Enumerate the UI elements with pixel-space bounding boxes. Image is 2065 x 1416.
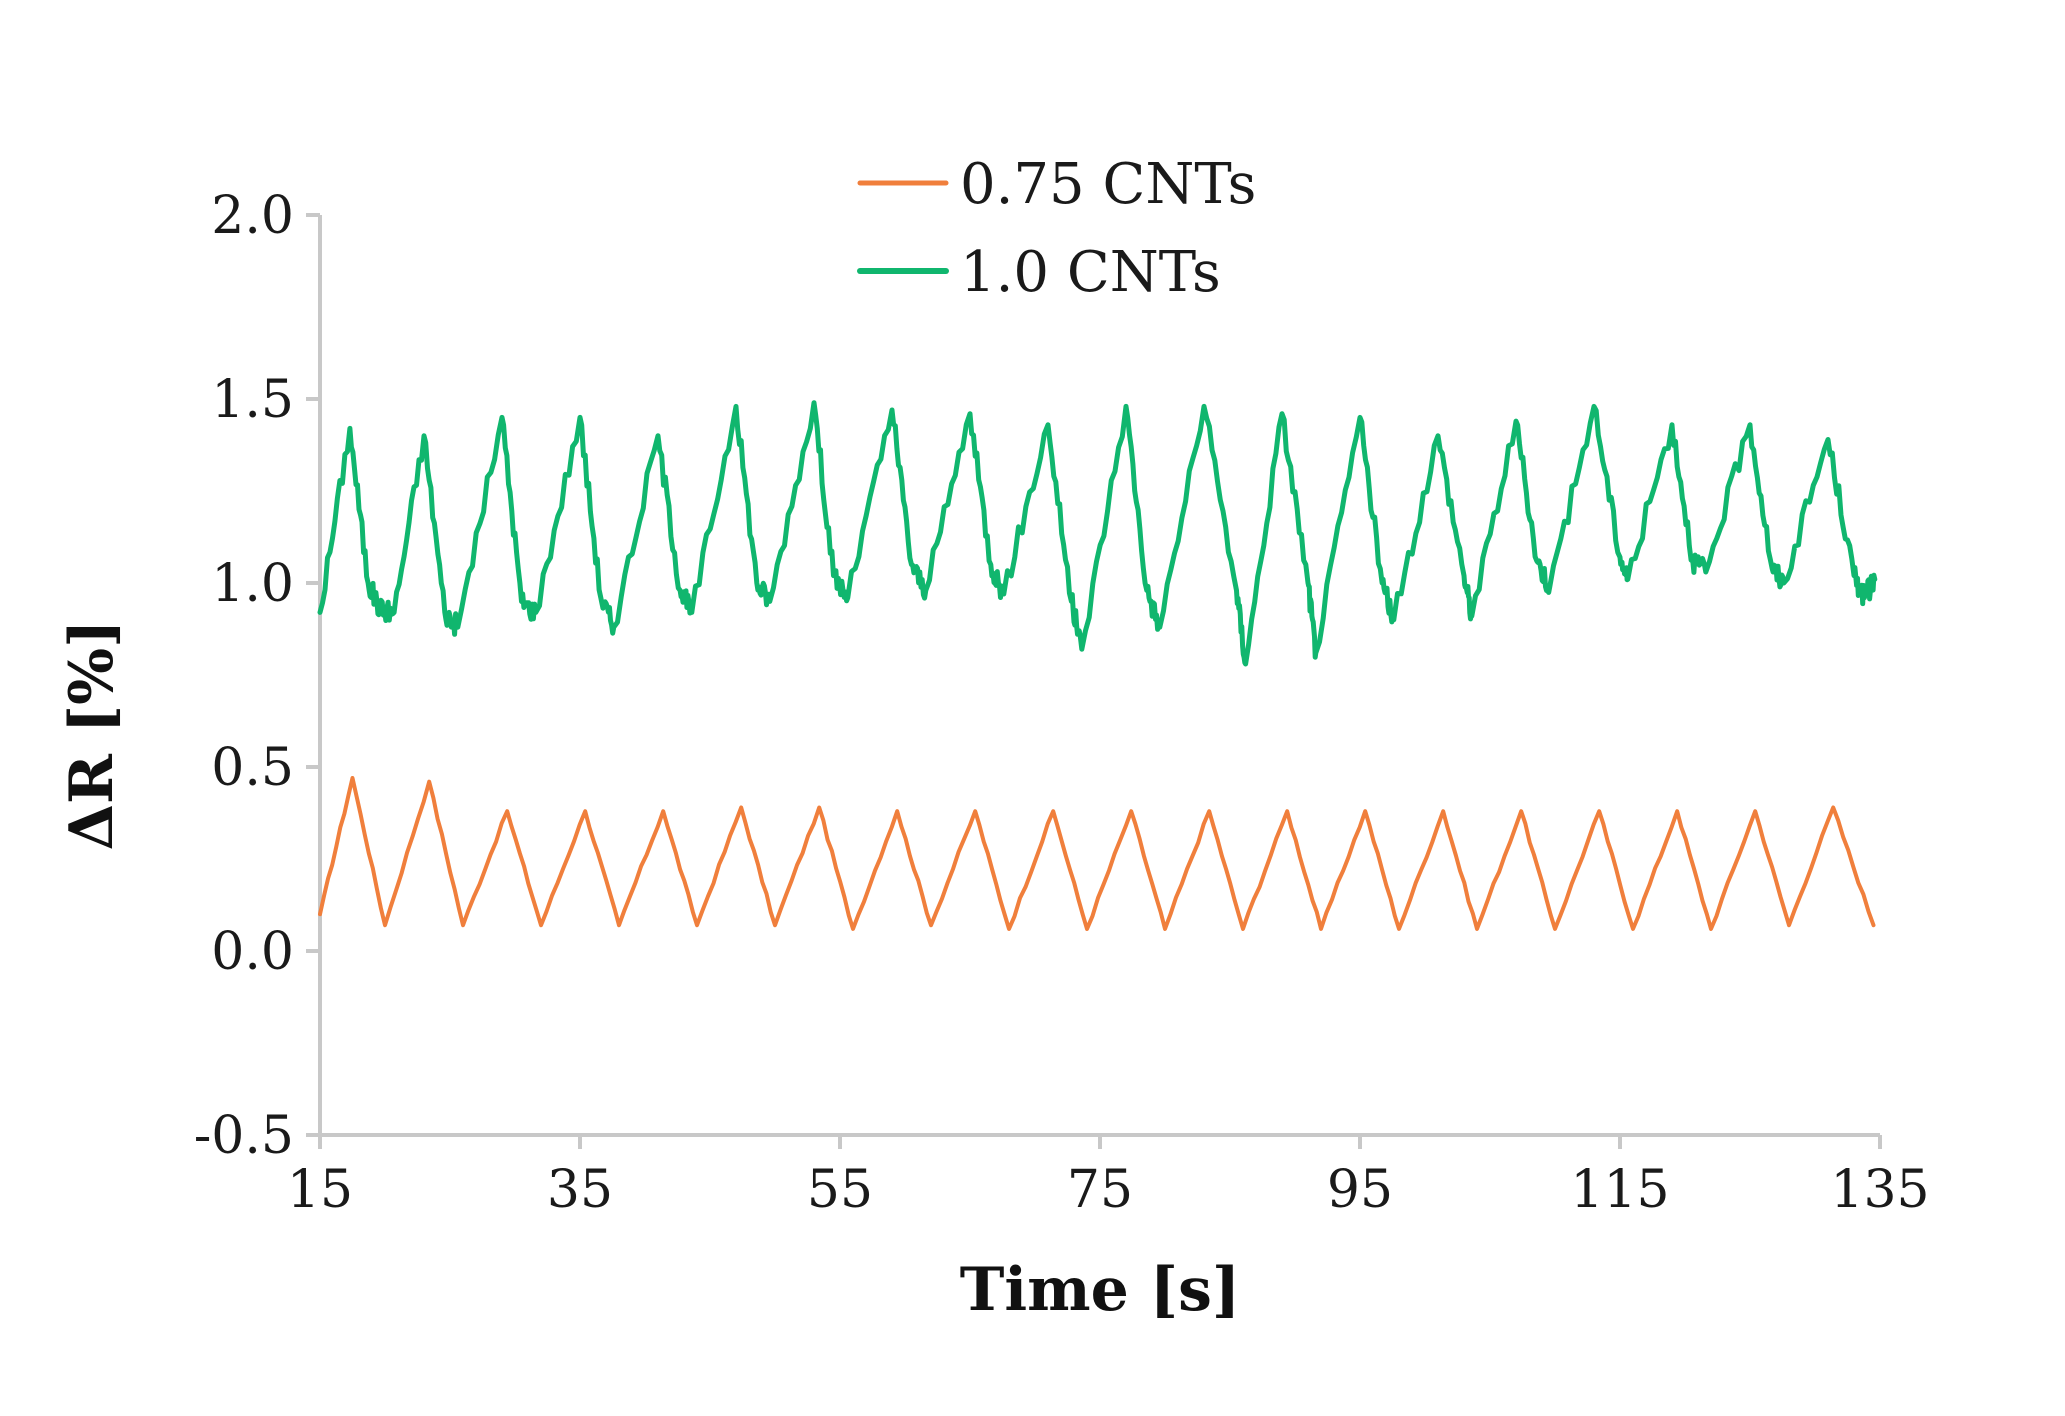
- x-tick-label: 15: [287, 1160, 353, 1220]
- legend-label: 1.0 CNTs: [960, 240, 1221, 305]
- y-tick-label: 2.0: [211, 186, 294, 246]
- ticks: -0.5 0.0 0.5 1.0 1.5 2.0 15 35 55 75 95 115 135: [194, 186, 1930, 1220]
- x-tick-label: 115: [1570, 1160, 1669, 1220]
- x-tick-label: 35: [547, 1160, 613, 1220]
- series-line-cnt-1-0: [317, 400, 1878, 667]
- x-tick-label: 135: [1830, 1160, 1929, 1220]
- y-tick-label: 0.0: [211, 922, 294, 982]
- x-tick-label: 95: [1327, 1160, 1393, 1220]
- y-tick-label: 0.5: [211, 738, 294, 798]
- y-tick-label: 1.0: [211, 554, 294, 614]
- legend-label: 0.75 CNTs: [960, 152, 1256, 217]
- x-tick-label: 55: [807, 1160, 873, 1220]
- series-line-cnt-0-75: [318, 776, 1876, 931]
- series-lines: [317, 400, 1878, 931]
- y-tick-label: -0.5: [194, 1106, 294, 1166]
- legend: 0.75 CNTs 1.0 CNTs: [857, 152, 1256, 305]
- y-tick-label: 1.5: [211, 370, 294, 430]
- x-tick-label: 75: [1067, 1160, 1133, 1220]
- y-axis-title: ΔR [%]: [57, 619, 127, 850]
- axes: [318, 215, 1880, 1137]
- x-axis-title: Time [s]: [960, 1255, 1241, 1325]
